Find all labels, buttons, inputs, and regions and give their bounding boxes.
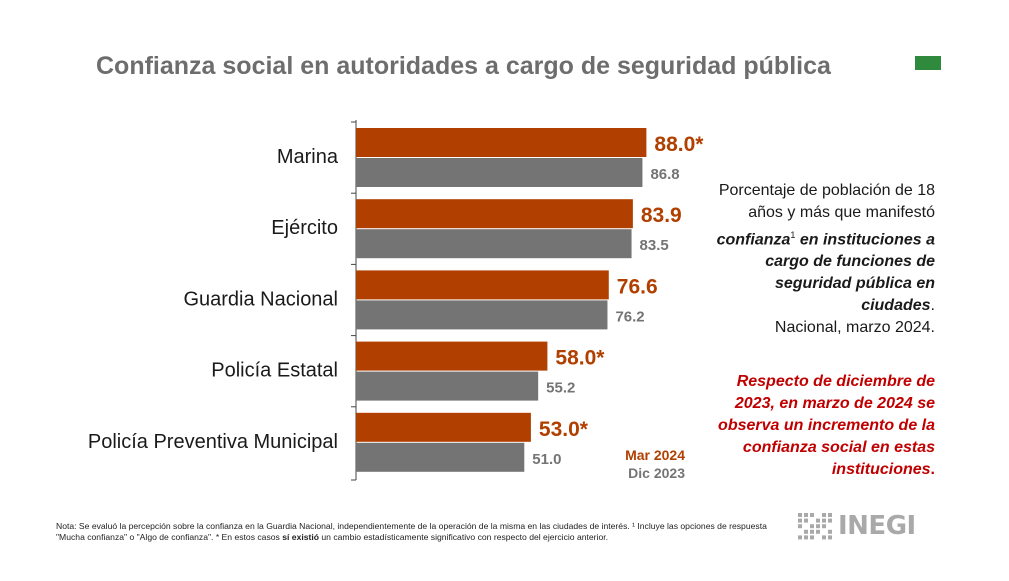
logo-dot: [828, 518, 832, 523]
data-label-dic-2023: 51.0: [532, 451, 561, 468]
data-label-mar-2024: 53.0*: [539, 418, 589, 441]
logo-dot: [810, 524, 814, 529]
data-label-dic-2023: 76.2: [615, 308, 644, 325]
category-label: Marina: [277, 146, 339, 168]
bar-mar-2024: [356, 270, 609, 300]
logo-dot: [816, 518, 820, 523]
footnote: Nota: Se evaluó la percepción sobre la c…: [56, 521, 786, 543]
footnote-text-2: un cambio estadísticamente significativo…: [319, 532, 609, 542]
category-label: Ejército: [271, 217, 338, 239]
chart-description: Porcentaje de población de 18 años y más…: [705, 180, 935, 339]
description-bold-institutions: en instituciones a cargo de funciones de…: [765, 231, 935, 315]
logo-dot: [822, 518, 826, 523]
bar-mar-2024: [356, 199, 633, 229]
bar-dic-2023: [356, 442, 525, 472]
data-label-dic-2023: 86.8: [650, 166, 679, 183]
brand-color-block: [915, 56, 941, 70]
legend-entry: Dic 2023: [628, 465, 685, 481]
bar-mar-2024: [356, 341, 548, 371]
bar-dic-2023: [356, 300, 608, 330]
data-label-mar-2024: 58.0*: [555, 347, 605, 370]
highlight-text: Respecto de diciembre de 2023, en marzo …: [718, 373, 935, 478]
description-bold-confianza: confianza: [716, 231, 791, 249]
footnote-bold: sí existió: [282, 532, 320, 542]
logo-dot: [810, 529, 814, 534]
logo-dot: [810, 535, 814, 540]
highlight-statement: Respecto de diciembre de 2023, en marzo …: [705, 371, 935, 481]
logo-dot: [828, 513, 832, 517]
description-text: Porcentaje de población de 18 años y más…: [718, 182, 935, 221]
description-period: .: [930, 297, 935, 315]
description-footnote-marker: 1: [790, 230, 796, 240]
logo-dot: [822, 513, 826, 517]
logo-dot: [798, 518, 802, 523]
logo-dot: [804, 535, 808, 540]
logo-text: INEGI: [838, 511, 916, 541]
description-scope: Nacional, marzo 2024.: [774, 319, 935, 337]
logo-dot: [798, 535, 802, 540]
logo-dot: [828, 535, 832, 540]
bar-dic-2023: [356, 158, 643, 187]
inegi-grid-icon: [798, 513, 832, 540]
logo-dot: [810, 513, 814, 517]
data-label-mar-2024: 76.6: [617, 275, 658, 298]
bar-dic-2023: [356, 229, 632, 259]
logo-dot: [798, 524, 802, 529]
logo-dot: [822, 535, 826, 540]
chart-title: Confianza social en autoridades a cargo …: [96, 52, 831, 80]
data-label-dic-2023: 55.2: [546, 380, 575, 397]
bar-mar-2024: [356, 412, 531, 442]
logo-dot: [804, 529, 808, 534]
category-label: Guardia Nacional: [183, 288, 338, 310]
logo-dot: [798, 513, 802, 517]
footnote-text-1: Nota: Se evaluó la percepción sobre la c…: [56, 521, 767, 542]
logo-dot: [822, 524, 826, 529]
category-label: Policía Estatal: [211, 360, 338, 382]
data-label-dic-2023: 83.5: [640, 237, 669, 254]
highlight-period: .: [930, 461, 935, 478]
data-label-mar-2024: 88.0*: [654, 133, 704, 156]
bar-dic-2023: [356, 371, 539, 401]
logo-dot: [816, 529, 820, 534]
logo-dot: [816, 524, 820, 529]
inegi-logo: INEGI: [796, 508, 936, 544]
category-label: Policía Preventiva Municipal: [88, 431, 338, 453]
bar-mar-2024: [356, 128, 647, 157]
legend-entry: Mar 2024: [625, 447, 685, 463]
logo-dot: [828, 529, 832, 534]
logo-dot: [804, 518, 808, 523]
data-label-mar-2024: 83.9: [641, 204, 682, 227]
logo-dot: [804, 513, 808, 517]
